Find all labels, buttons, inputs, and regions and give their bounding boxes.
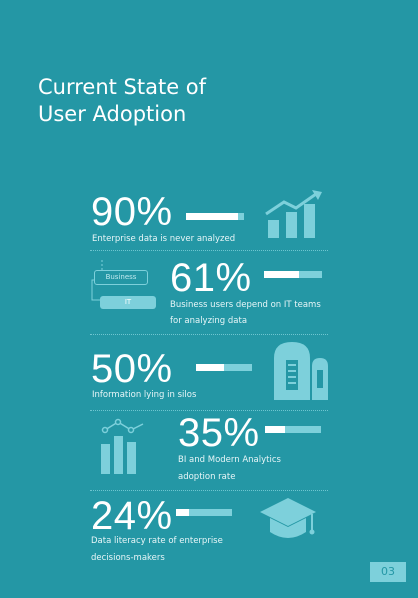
stat-description-35-line1: BI and Modern Analytics <box>178 455 281 465</box>
stat-description-50: Information lying in silos <box>92 390 197 400</box>
page-number: 03 <box>370 562 406 582</box>
title-line-2: User Adoption <box>38 102 187 126</box>
stat-description-61-line2: for analyzing data <box>170 316 248 326</box>
progress-bar-fill <box>196 364 224 371</box>
stat-description-24-line1: Data literacy rate of enterprise <box>91 536 223 546</box>
page-title: Current State of User Adoption <box>38 74 206 128</box>
stat-value-50: 50% <box>91 347 173 391</box>
stat-description-35-line2: adoption rate <box>178 472 236 482</box>
business-box: Business <box>94 270 148 285</box>
progress-bar-50 <box>196 364 252 371</box>
progress-bar-fill <box>186 213 239 220</box>
stat-value-90: 90% <box>91 190 173 234</box>
progress-bar-90 <box>186 213 244 220</box>
it-box: IT <box>100 296 156 309</box>
progress-bar-fill <box>264 271 300 278</box>
bar-chart-icon <box>101 418 144 474</box>
stat-description-61-line1: Business users depend on IT teams <box>170 300 321 310</box>
silo-icon <box>274 342 328 400</box>
progress-bar-61 <box>264 271 322 278</box>
divider <box>90 490 328 491</box>
graduation-cap-icon <box>260 498 316 538</box>
progress-bar-fill <box>176 509 190 516</box>
stat-value-24: 24% <box>91 494 173 538</box>
stat-description-24-line2: decisions-makers <box>91 553 165 563</box>
progress-bar-24 <box>176 509 232 516</box>
stat-value-61: 61% <box>170 256 252 300</box>
divider <box>90 250 328 251</box>
divider <box>90 410 328 411</box>
progress-bar-fill <box>265 426 285 433</box>
business-it-flow-icon <box>91 260 103 301</box>
stat-value-35: 35% <box>178 411 260 455</box>
progress-bar-35 <box>265 426 321 433</box>
title-line-1: Current State of <box>38 75 207 99</box>
stat-description-90: Enterprise data is never analyzed <box>92 234 236 244</box>
divider <box>90 334 328 335</box>
growth-chart-icon <box>265 190 322 238</box>
